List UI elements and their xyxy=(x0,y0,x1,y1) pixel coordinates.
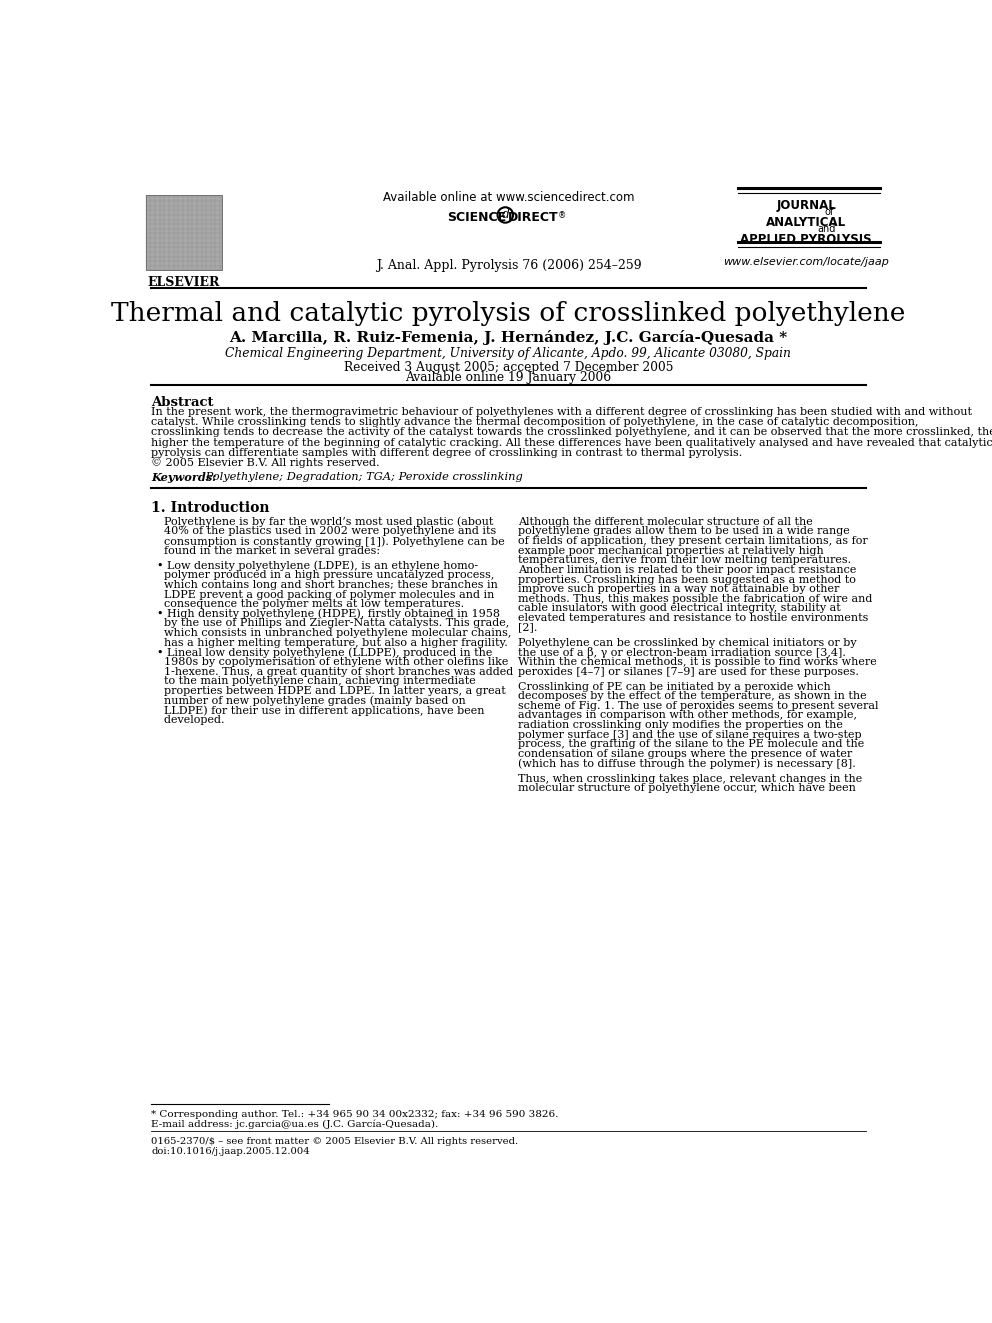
Text: 0165-2370/$ – see front matter © 2005 Elsevier B.V. All rights reserved.: 0165-2370/$ – see front matter © 2005 El… xyxy=(151,1138,518,1147)
Text: higher the temperature of the beginning of catalytic cracking. All these differe: higher the temperature of the beginning … xyxy=(151,438,992,447)
Text: ®: ® xyxy=(558,212,566,220)
Text: cable insulators with good electrical integrity, stability at: cable insulators with good electrical in… xyxy=(518,603,840,614)
Text: Abstract: Abstract xyxy=(151,396,213,409)
Text: Thermal and catalytic pyrolysis of crosslinked polyethylene: Thermal and catalytic pyrolysis of cross… xyxy=(111,302,906,327)
Text: Chemical Engineering Department, University of Alicante, Apdo. 99, Alicante 0308: Chemical Engineering Department, Univers… xyxy=(225,348,792,360)
Text: • High density polyethylene (HDPE), firstly obtained in 1958: • High density polyethylene (HDPE), firs… xyxy=(158,609,500,619)
FancyBboxPatch shape xyxy=(146,194,221,270)
Text: ELSEVIER: ELSEVIER xyxy=(148,275,220,288)
Text: methods. Thus, this makes possible the fabrication of wire and: methods. Thus, this makes possible the f… xyxy=(518,594,872,603)
Text: temperatures, derive from their low melting temperatures.: temperatures, derive from their low melt… xyxy=(518,556,851,565)
Text: In the present work, the thermogravimetric behaviour of polyethylenes with a dif: In the present work, the thermogravimetr… xyxy=(151,407,972,418)
Text: of fields of application, they present certain limitations, as for: of fields of application, they present c… xyxy=(518,536,867,546)
Text: pyrolysis can differentiate samples with different degree of crosslinking in con: pyrolysis can differentiate samples with… xyxy=(151,447,742,458)
Text: Although the different molecular structure of all the: Although the different molecular structu… xyxy=(518,517,812,527)
Text: Keywords:: Keywords: xyxy=(151,472,216,483)
Text: polyethylene grades allow them to be used in a wide range: polyethylene grades allow them to be use… xyxy=(518,527,849,536)
Text: d: d xyxy=(501,209,509,221)
Text: 40% of the plastics used in 2002 were polyethylene and its: 40% of the plastics used in 2002 were po… xyxy=(164,527,496,536)
Text: Within the chemical methods, it is possible to find works where: Within the chemical methods, it is possi… xyxy=(518,658,877,667)
Text: JOURNAL: JOURNAL xyxy=(776,198,836,212)
Text: to the main polyethylene chain, achieving intermediate: to the main polyethylene chain, achievin… xyxy=(158,676,476,687)
Text: www.elsevier.com/locate/jaap: www.elsevier.com/locate/jaap xyxy=(723,257,889,267)
Text: * Corresponding author. Tel.: +34 965 90 34 00x2332; fax: +34 96 590 3826.: * Corresponding author. Tel.: +34 965 90… xyxy=(151,1110,558,1119)
Text: • Lineal low density polyethylene (LLDPE), produced in the: • Lineal low density polyethylene (LLDPE… xyxy=(158,647,493,658)
Text: Available online at www.sciencedirect.com: Available online at www.sciencedirect.co… xyxy=(383,191,634,204)
Text: properties between HDPE and LDPE. In latter years, a great: properties between HDPE and LDPE. In lat… xyxy=(158,685,506,696)
Text: which contains long and short branches; these branches in: which contains long and short branches; … xyxy=(158,579,498,590)
Text: catalyst. While crosslinking tends to slightly advance the thermal decomposition: catalyst. While crosslinking tends to sl… xyxy=(151,418,919,427)
Text: molecular structure of polyethylene occur, which have been: molecular structure of polyethylene occu… xyxy=(518,783,855,794)
Text: polymer surface [3] and the use of silane requires a two-step: polymer surface [3] and the use of silan… xyxy=(518,730,861,740)
Text: A. Marcilla, R. Ruiz-Femenia, J. Hernández, J.C. García-Quesada *: A. Marcilla, R. Ruiz-Femenia, J. Hernánd… xyxy=(229,329,788,345)
Text: decomposes by the effect of the temperature, as shown in the: decomposes by the effect of the temperat… xyxy=(518,691,866,701)
Text: (which has to diffuse through the polymer) is necessary [8].: (which has to diffuse through the polyme… xyxy=(518,758,855,769)
Text: which consists in unbranched polyethylene molecular chains,: which consists in unbranched polyethylen… xyxy=(158,628,512,638)
Text: • Low density polyethylene (LDPE), is an ethylene homo-: • Low density polyethylene (LDPE), is an… xyxy=(158,561,478,572)
Text: scheme of Fig. 1. The use of peroxides seems to present several: scheme of Fig. 1. The use of peroxides s… xyxy=(518,701,878,710)
Text: has a higher melting temperature, but also a higher fragility.: has a higher melting temperature, but al… xyxy=(158,638,508,648)
Text: Another limitation is related to their poor impact resistance: Another limitation is related to their p… xyxy=(518,565,856,576)
Text: crosslinking tends to decrease the activity of the catalyst towards the crosslin: crosslinking tends to decrease the activ… xyxy=(151,427,992,438)
Text: © 2005 Elsevier B.V. All rights reserved.: © 2005 Elsevier B.V. All rights reserved… xyxy=(151,458,380,468)
Text: APPLIED PYROLYSIS: APPLIED PYROLYSIS xyxy=(740,233,872,246)
Text: consequence the polymer melts at low temperatures.: consequence the polymer melts at low tem… xyxy=(158,599,464,609)
Text: DIRECT: DIRECT xyxy=(508,212,558,224)
Text: developed.: developed. xyxy=(158,714,225,725)
Text: by the use of Phillips and Ziegler-Natta catalysts. This grade,: by the use of Phillips and Ziegler-Natta… xyxy=(158,618,510,628)
Text: radiation crosslinking only modifies the properties on the: radiation crosslinking only modifies the… xyxy=(518,720,842,730)
Text: LLDPE) for their use in different applications, have been: LLDPE) for their use in different applic… xyxy=(158,705,485,716)
Text: improve such properties in a way not attainable by other: improve such properties in a way not att… xyxy=(518,585,839,594)
Text: E-mail address: jc.garcia@ua.es (J.C. García-Quesada).: E-mail address: jc.garcia@ua.es (J.C. Ga… xyxy=(151,1119,438,1130)
Text: elevated temperatures and resistance to hostile environments: elevated temperatures and resistance to … xyxy=(518,613,868,623)
Text: LDPE prevent a good packing of polymer molecules and in: LDPE prevent a good packing of polymer m… xyxy=(158,590,495,599)
Text: peroxides [4–7] or silanes [7–9] are used for these purposes.: peroxides [4–7] or silanes [7–9] are use… xyxy=(518,667,858,676)
Text: the use of a β, γ or electron-beam irradiation source [3,4].: the use of a β, γ or electron-beam irrad… xyxy=(518,647,845,659)
Text: process, the grafting of the silane to the PE molecule and the: process, the grafting of the silane to t… xyxy=(518,740,864,749)
Text: and: and xyxy=(817,224,836,234)
Text: properties. Crosslinking has been suggested as a method to: properties. Crosslinking has been sugges… xyxy=(518,574,855,585)
Text: polymer produced in a high pressure uncatalyzed process,: polymer produced in a high pressure unca… xyxy=(158,570,495,581)
Text: SCIENCE: SCIENCE xyxy=(447,212,506,224)
Text: consumption is constantly growing [1]). Polyethylene can be: consumption is constantly growing [1]). … xyxy=(164,536,504,546)
Text: Available online 19 January 2006: Available online 19 January 2006 xyxy=(406,372,611,384)
Text: 1980s by copolymerisation of ethylene with other olefins like: 1980s by copolymerisation of ethylene wi… xyxy=(158,658,509,667)
Text: doi:10.1016/j.jaap.2005.12.004: doi:10.1016/j.jaap.2005.12.004 xyxy=(151,1147,310,1156)
Text: Polyethylene; Degradation; TGA; Peroxide crosslinking: Polyethylene; Degradation; TGA; Peroxide… xyxy=(201,472,522,482)
Text: Polyethylene can be crosslinked by chemical initiators or by: Polyethylene can be crosslinked by chemi… xyxy=(518,638,856,648)
Text: found in the market in several grades:: found in the market in several grades: xyxy=(164,545,380,556)
Text: 1. Introduction: 1. Introduction xyxy=(151,501,270,516)
Text: J. Anal. Appl. Pyrolysis 76 (2006) 254–259: J. Anal. Appl. Pyrolysis 76 (2006) 254–2… xyxy=(376,259,641,271)
Text: number of new polyethylene grades (mainly based on: number of new polyethylene grades (mainl… xyxy=(158,696,466,706)
Text: 1-hexene. Thus, a great quantity of short branches was added: 1-hexene. Thus, a great quantity of shor… xyxy=(158,667,514,676)
Text: [2].: [2]. xyxy=(518,623,537,632)
Text: Received 3 August 2005; accepted 7 December 2005: Received 3 August 2005; accepted 7 Decem… xyxy=(343,360,674,373)
Text: condensation of silane groups where the presence of water: condensation of silane groups where the … xyxy=(518,749,852,759)
Text: of: of xyxy=(824,208,834,217)
Text: Thus, when crosslinking takes place, relevant changes in the: Thus, when crosslinking takes place, rel… xyxy=(518,774,862,783)
Text: ANALYTICAL: ANALYTICAL xyxy=(766,216,846,229)
Text: Polyethylene is by far the world’s most used plastic (about: Polyethylene is by far the world’s most … xyxy=(164,517,493,528)
Text: advantages in comparison with other methods, for example,: advantages in comparison with other meth… xyxy=(518,710,857,721)
Text: Crosslinking of PE can be initiated by a peroxide which: Crosslinking of PE can be initiated by a… xyxy=(518,681,830,692)
Text: example poor mechanical properties at relatively high: example poor mechanical properties at re… xyxy=(518,545,823,556)
